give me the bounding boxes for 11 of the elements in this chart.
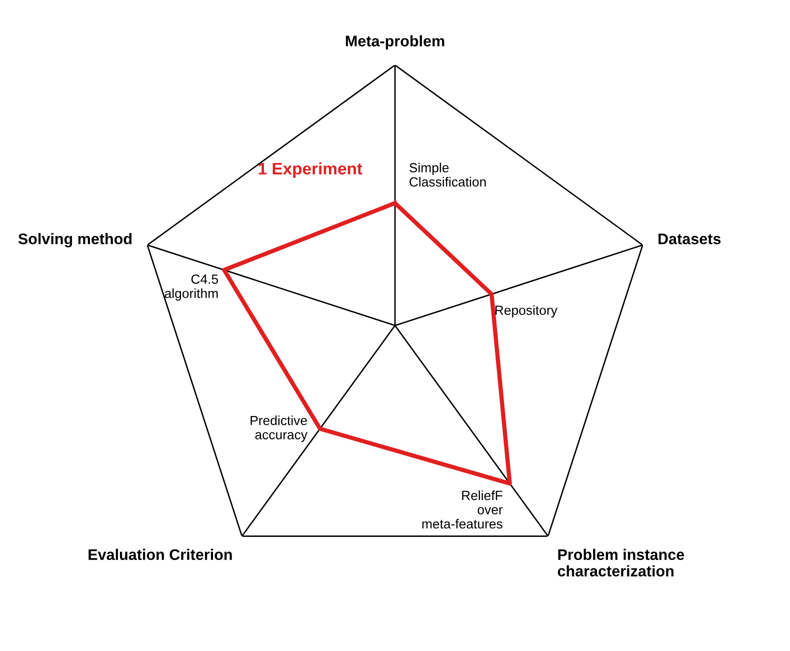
text: Repository [495, 305, 558, 318]
spoke-label: Meta-problem [346, 35, 444, 50]
text: C4.5 algorithm [164, 274, 218, 301]
spoke-label: Solving method [18, 233, 132, 248]
spoke-label: Problem instance characterization [558, 548, 684, 576]
spoke-label: Evaluation Criterion [88, 548, 232, 560]
text: Predictive accuracy [250, 415, 308, 442]
text: 1 Experiment [258, 162, 362, 178]
spoke-label: Datasets [658, 234, 721, 244]
text: Simple Classification [409, 162, 486, 187]
text: ReliefF over meta-features [422, 490, 503, 529]
